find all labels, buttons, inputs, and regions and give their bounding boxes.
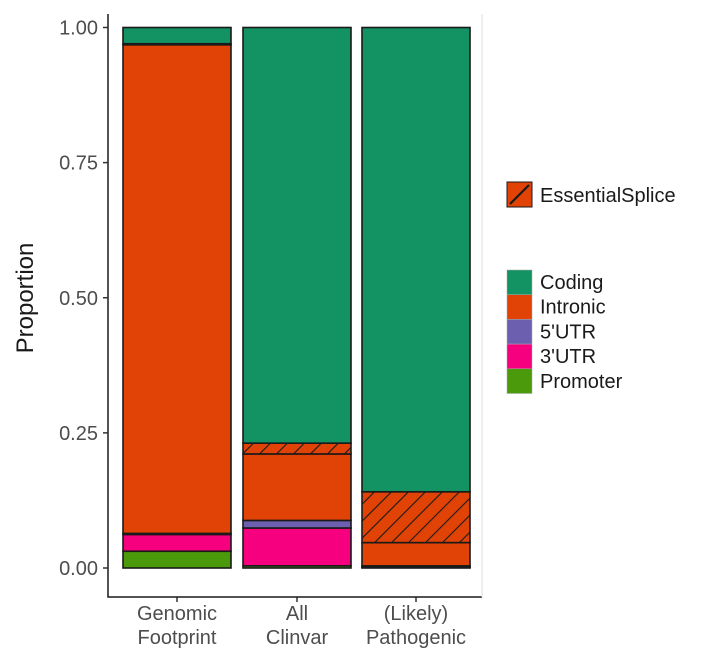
bar-segment-promoter-0 [122,550,232,569]
x-tick-label: All [286,603,308,625]
legend-label-coding: Coding [540,272,603,294]
bar-segment-5-utr-1 [242,519,352,529]
y-tick-label: 1.00 [59,18,98,40]
axis-lines [107,14,482,598]
x-tick-label: (Likely) [384,603,448,625]
x-tick-label: Footprint [138,627,217,649]
legend-key-promoter [506,368,533,394]
y-tick-label: 0.75 [59,153,98,175]
y-axis-label: Proportion [12,243,39,354]
y-tick-label: 0.25 [59,423,98,445]
bar-segment-essentialsplice-2 [361,490,471,544]
legend-key-5-utr [506,319,533,345]
x-tick-label: Clinvar [266,627,329,649]
legend-label-5-utr: 5'UTR [540,321,596,343]
y-tick-label: 0.50 [59,288,98,310]
bar-segment-coding-1 [242,26,352,444]
legend-key-intronic [506,294,533,320]
legend-label-intronic: Intronic [540,297,606,319]
bar-segment-3-utr-0 [122,533,232,553]
y-tick-label: 0.00 [59,558,98,580]
bar-segment-coding-2 [361,26,471,493]
legend-key-3-utr [506,343,533,370]
legend-label-3-utr: 3'UTR [540,346,596,368]
bar-segment-intronic-0 [122,43,232,535]
legend-label-promoter: Promoter [540,371,623,393]
x-tick-label: Pathogenic [366,627,466,649]
bar-segment-coding-0 [122,26,232,45]
bar-segment-essentialsplice-1 [242,442,352,455]
bar-segment-intronic-1 [242,453,352,522]
legend-label-essentialsplice: EssentialSplice [540,185,676,207]
legend-key-coding [506,269,533,295]
bars-group [122,26,471,569]
hatch-line-icon [509,184,530,205]
x-tick-label: Genomic [137,603,217,625]
bar-segment-3-utr-1 [242,527,352,567]
bar-segment-intronic-2 [361,541,471,567]
